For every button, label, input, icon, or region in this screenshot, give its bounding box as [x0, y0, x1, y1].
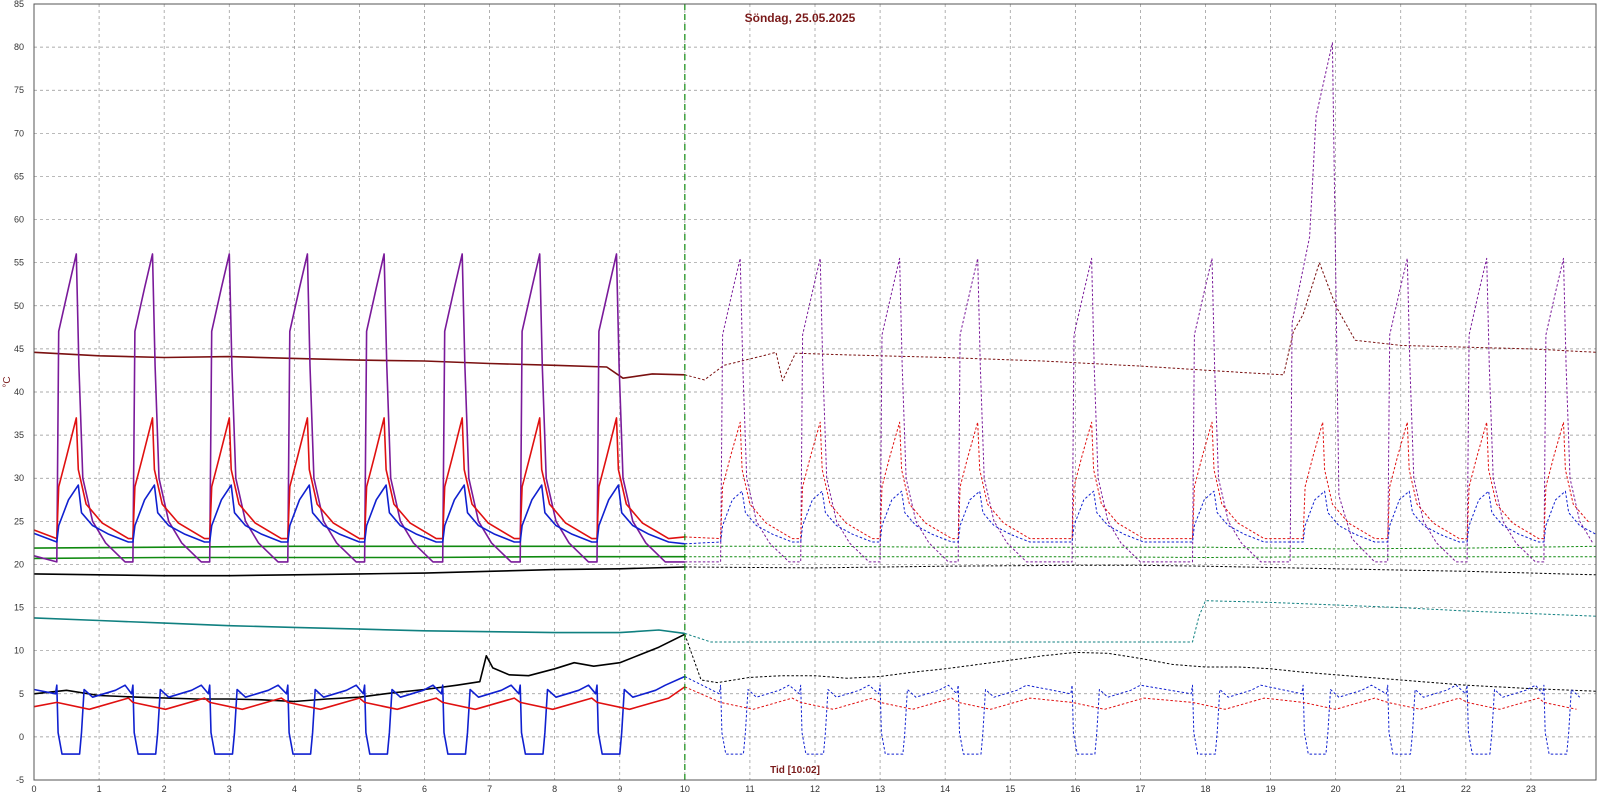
x-tick-label: 22 [1461, 784, 1471, 794]
x-tick-label: 3 [227, 784, 232, 794]
x-tick-label: 18 [1200, 784, 1210, 794]
chart-title: Söndag, 25.05.2025 [745, 11, 856, 25]
x-tick-label: 1 [97, 784, 102, 794]
series-line-darkred-0-previous [684, 262, 1597, 382]
y-tick-label: 85 [14, 0, 24, 9]
y-tick-label: 80 [14, 42, 24, 52]
series-line-darkred-0-today [33, 351, 685, 379]
x-tick-label: 2 [162, 784, 167, 794]
y-tick-label: 25 [14, 516, 24, 526]
series-line-blue-9-previous [684, 676, 1581, 755]
y-tick-label: 55 [14, 258, 24, 268]
y-tick-label: 0 [19, 732, 24, 742]
y-tick-label: 15 [14, 603, 24, 613]
x-tick-label: 12 [810, 784, 820, 794]
y-axis-label: °C [2, 376, 13, 387]
plot-frame [33, 3, 1597, 781]
y-axis-ticks: -5 0 5 10 15 20 25 30 35 40 45 50 55 60 65 70 75 80 85 [14, 0, 24, 785]
series-line-green-2-today [33, 555, 685, 560]
series-line-red-7-previous [684, 421, 1590, 540]
y-tick-label: 20 [14, 559, 24, 569]
series-line-red-10-previous [684, 686, 1577, 710]
series-line-purple-6-today [33, 253, 685, 563]
x-tick-label: 21 [1396, 784, 1406, 794]
y-tick-label: 50 [14, 301, 24, 311]
series-layer [33, 42, 1597, 755]
y-tick-label: 45 [14, 344, 24, 354]
x-tick-label: 14 [940, 784, 950, 794]
series-line-teal-4-today [33, 617, 685, 635]
y-tick-label: 5 [19, 689, 24, 699]
series-line-black-3-previous [684, 564, 1597, 576]
series-line-teal-4-previous [684, 600, 1597, 643]
series-line-red-10-today [33, 686, 686, 711]
x-tick-label: 13 [875, 784, 885, 794]
y-tick-label: 40 [14, 387, 24, 397]
series-line-green-1-previous [684, 545, 1597, 550]
y-tick-label: 60 [14, 215, 24, 225]
x-tick-label: 7 [487, 784, 492, 794]
y-tick-label: -5 [16, 775, 24, 785]
x-tick-label: 6 [422, 784, 427, 794]
x-tick-label: 4 [292, 784, 297, 794]
series-line-purple-6-previous [684, 42, 1594, 563]
y-tick-label: 70 [14, 128, 24, 138]
series-line-blue-9-today [33, 675, 686, 755]
series-line-green-2-previous [684, 556, 1596, 558]
x-tick-label: 19 [1266, 784, 1276, 794]
x-tick-label: 0 [31, 784, 36, 794]
series-line-blue-8-previous [684, 490, 1597, 545]
x-tick-label: 5 [357, 784, 362, 794]
x-tick-label: 15 [1005, 784, 1015, 794]
y-tick-label: 75 [14, 85, 24, 95]
x-tick-label: 10 [680, 784, 690, 794]
y-tick-label: 65 [14, 171, 24, 181]
x-tick-label: 16 [1070, 784, 1080, 794]
x-tick-label: 23 [1526, 784, 1536, 794]
x-tick-label: 20 [1331, 784, 1341, 794]
series-line-black-3-today [33, 566, 685, 577]
series-line-blue-8-today [33, 484, 685, 545]
y-tick-label: 35 [14, 430, 24, 440]
x-tick-label: 8 [552, 784, 557, 794]
series-line-green-1-today [33, 545, 685, 549]
x-axis-ticks: 0 1 2 3 4 5 6 7 8 9 10 11 12 13 14 15 16 17 18 19 20 21 22 23 [31, 784, 1535, 794]
x-tick-label: 11 [745, 784, 754, 794]
series-line-red-7-today [33, 417, 685, 540]
grid [34, 4, 1596, 780]
x-tick-label: 17 [1135, 784, 1145, 794]
series-line-black-5-previous [684, 634, 1597, 692]
series-line-black-5-today [33, 633, 686, 703]
y-tick-label: 30 [14, 473, 24, 483]
x-axis-label: Tid [10:02] [770, 765, 820, 776]
y-tick-label: 10 [14, 646, 24, 656]
x-tick-label: 9 [617, 784, 622, 794]
